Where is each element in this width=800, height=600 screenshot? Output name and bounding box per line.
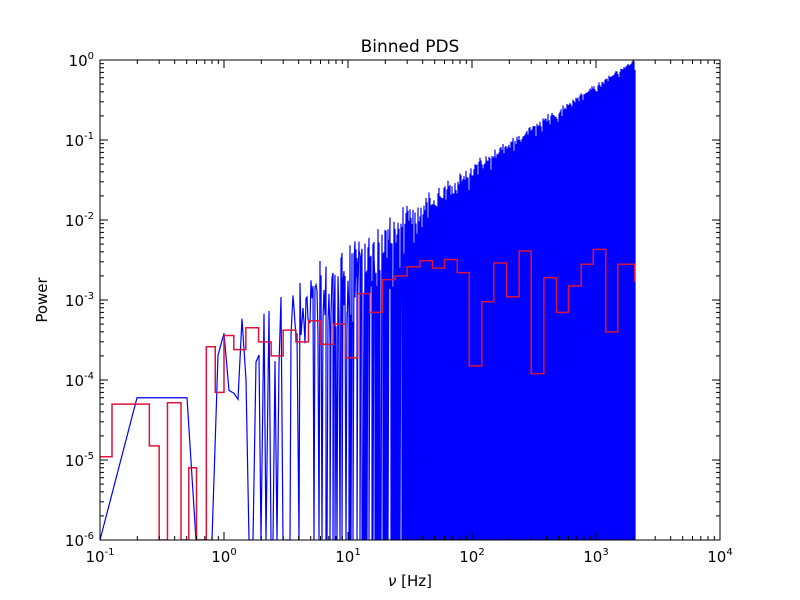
- ticks-layer: 10-1 100 101 102 103 104 10-6 10-5 10-4 10-3 10-2 1…: [65, 51, 733, 566]
- y-tick-label: 100: [69, 51, 94, 70]
- chart-title: Binned PDS: [361, 37, 460, 57]
- x-tick-label: 102: [459, 547, 484, 566]
- x-tick-label: 103: [583, 547, 608, 566]
- data-layer: [100, 60, 636, 540]
- y-axis-label: Power: [33, 276, 51, 322]
- x-axis-label: ν [Hz]: [388, 572, 432, 590]
- y-tick-label: 10-5: [65, 451, 94, 470]
- x-axis-label-unit: [Hz]: [401, 572, 432, 590]
- y-tick-label: 10-3: [65, 291, 94, 310]
- x-tick-label: 10-1: [85, 547, 114, 566]
- x-axis-label-symbol: ν: [388, 572, 396, 590]
- x-tick-label: 101: [335, 547, 360, 566]
- series-red-line: [100, 248, 636, 540]
- y-tick-label: 10-2: [65, 211, 94, 230]
- x-tick-label: 104: [707, 547, 732, 566]
- y-tick-label: 10-4: [65, 371, 94, 390]
- y-tick-label: 10-6: [65, 531, 94, 550]
- series-blue-line: [100, 60, 636, 540]
- x-tick-label: 100: [211, 547, 236, 566]
- y-tick-label: 10-1: [65, 131, 94, 150]
